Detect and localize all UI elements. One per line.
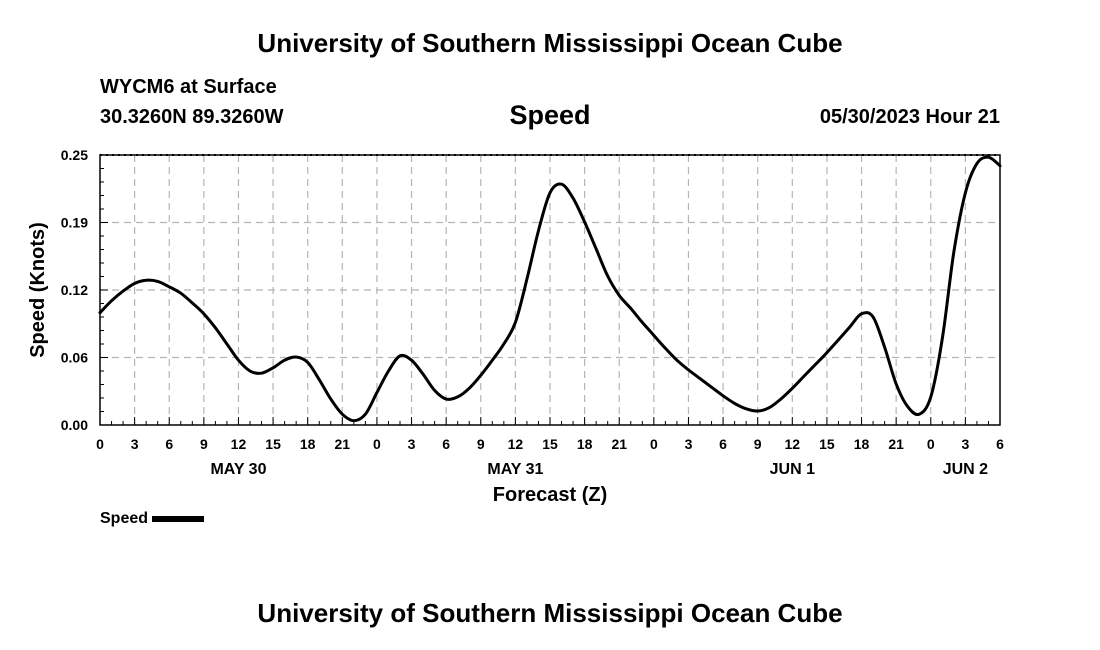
x-tick-label: 3 bbox=[685, 436, 693, 452]
x-tick-label: 0 bbox=[96, 436, 104, 452]
x-tick-label: 9 bbox=[200, 436, 208, 452]
x-tick-label: 15 bbox=[819, 436, 835, 452]
x-tick-label: 18 bbox=[577, 436, 593, 452]
x-tick-label: 12 bbox=[785, 436, 801, 452]
footer-title: University of Southern Mississippi Ocean… bbox=[257, 598, 843, 628]
x-tick-label: 12 bbox=[231, 436, 247, 452]
x-tick-label: 6 bbox=[165, 436, 173, 452]
y-tick-label: 0.12 bbox=[61, 282, 88, 298]
day-label: JUN 1 bbox=[770, 461, 815, 478]
x-tick-label: 9 bbox=[754, 436, 762, 452]
x-tick-label: 6 bbox=[442, 436, 450, 452]
x-tick-label: 6 bbox=[996, 436, 1004, 452]
x-tick-label: 3 bbox=[408, 436, 416, 452]
station-label: WYCM6 at Surface bbox=[100, 76, 277, 98]
x-tick-label: 15 bbox=[542, 436, 558, 452]
forecast-timestamp: 05/30/2023 Hour 21 bbox=[819, 106, 1000, 128]
x-tick-label: 21 bbox=[888, 436, 904, 452]
x-tick-label: 0 bbox=[650, 436, 658, 452]
y-tick-label: 0.00 bbox=[61, 417, 88, 433]
chart-title: University of Southern Mississippi Ocean… bbox=[257, 28, 843, 58]
x-tick-label: 21 bbox=[611, 436, 627, 452]
y-axis-label: Speed (Knots) bbox=[27, 222, 49, 358]
y-tick-label: 0.06 bbox=[61, 350, 88, 366]
x-axis-label: Forecast (Z) bbox=[493, 484, 607, 506]
day-label: JUN 2 bbox=[943, 461, 988, 478]
x-tick-label: 18 bbox=[854, 436, 870, 452]
coordinates-label: 30.3260N 89.3260W bbox=[100, 106, 284, 128]
y-tick-label: 0.25 bbox=[61, 147, 88, 163]
legend: Speed bbox=[100, 510, 205, 528]
x-tick-label: 15 bbox=[265, 436, 281, 452]
x-tick-label: 12 bbox=[508, 436, 524, 452]
x-tick-label: 3 bbox=[131, 436, 139, 452]
day-label: MAY 30 bbox=[210, 461, 266, 478]
grid-lines bbox=[100, 155, 1000, 425]
x-tick-label: 3 bbox=[961, 436, 969, 452]
y-tick-labels: 0.00 0.06 0.12 0.19 0.25 bbox=[61, 147, 88, 433]
x-tick-label: 0 bbox=[927, 436, 935, 452]
series-line-speed bbox=[98, 155, 1002, 423]
x-tick-labels: 0 3 6 9 12 15 18 21 0 3 6 9 12 15 18 21 0 3 6 9 12 15 18 21 0 3 6 bbox=[96, 436, 1004, 452]
parameter-title: Speed bbox=[509, 100, 591, 130]
day-label: MAY 31 bbox=[487, 461, 543, 478]
x-tick-label: 18 bbox=[300, 436, 316, 452]
x-tick-label: 21 bbox=[335, 436, 351, 452]
y-tick-label: 0.19 bbox=[61, 215, 88, 231]
x-tick-label: 6 bbox=[719, 436, 727, 452]
x-tick-label: 0 bbox=[373, 436, 381, 452]
legend-label: Speed bbox=[100, 510, 149, 527]
legend-swatch bbox=[152, 516, 205, 522]
day-labels: MAY 30 MAY 31 JUN 1 JUN 2 bbox=[210, 461, 988, 478]
x-tick-label: 9 bbox=[477, 436, 485, 452]
